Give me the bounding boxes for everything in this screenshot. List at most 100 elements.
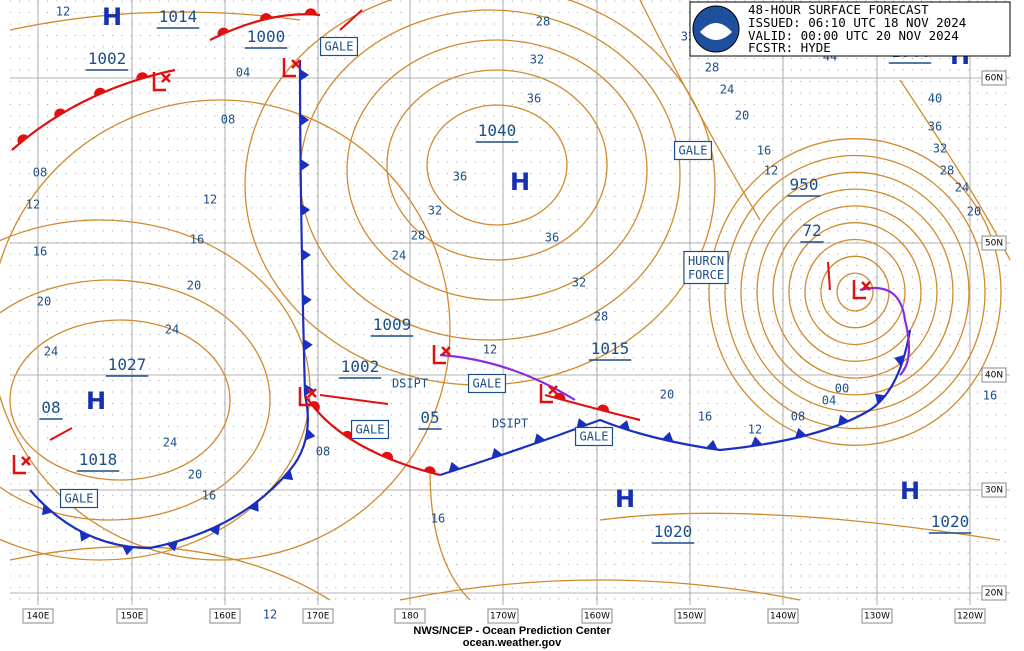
longitude-box — [302, 608, 334, 624]
warning-label: GALE — [580, 430, 609, 444]
isobar-label: 12 — [764, 164, 778, 178]
front-symbol — [17, 134, 29, 145]
warning-box — [683, 250, 729, 285]
isobar — [0, 279, 271, 521]
front-symbol — [122, 545, 134, 556]
warning-label: HURCN FORCE — [688, 254, 724, 282]
isobar-label: 08 — [33, 166, 47, 180]
front-symbol — [750, 436, 763, 447]
latitude-label: 30N — [985, 486, 1003, 496]
pressure-label: 1002 — [341, 357, 380, 376]
occluded-front — [859, 286, 911, 376]
front-symbol — [248, 501, 259, 512]
front-symbol — [300, 158, 310, 171]
isobar-label: 24 — [165, 323, 179, 337]
front-symbol — [794, 428, 807, 439]
longitude-label: 170E — [307, 612, 330, 622]
longitude-box — [209, 608, 241, 624]
isobar-label: 32 — [933, 142, 947, 156]
front-symbol — [301, 248, 311, 261]
longitude-box — [394, 608, 426, 624]
header-valid: VALID: 00:00 UTC 20 NOV 2024 — [748, 28, 959, 43]
front-symbol — [597, 404, 609, 413]
isobar-label: 16 — [757, 144, 771, 158]
warning-box — [59, 488, 99, 509]
pressure-label: 72 — [802, 221, 821, 240]
front-symbol — [661, 431, 674, 442]
front-symbol — [894, 354, 905, 367]
front-symbol — [301, 203, 311, 216]
front-symbol — [136, 72, 149, 80]
fronts — [11, 8, 912, 556]
latitude-box — [981, 482, 1007, 498]
isobar — [429, 469, 471, 601]
isobar-label: 04 — [236, 66, 250, 80]
isobar-label: 16 — [698, 410, 712, 424]
longitude-label: 170W — [490, 612, 516, 622]
isobar-label: 16 — [202, 489, 216, 503]
footer-website: ocean.weather.gov — [463, 637, 562, 649]
warning-label: GALE — [356, 423, 385, 437]
front-symbol — [705, 439, 718, 450]
header-box: 48-HOUR SURFACE FORECAST ISSUED: 06:10 U… — [689, 1, 1011, 57]
isobar-label: 36 — [545, 231, 559, 245]
front-symbol — [166, 541, 179, 552]
latitude-label: 40N — [985, 371, 1003, 381]
isobar — [708, 138, 1002, 446]
isobar — [426, 104, 568, 226]
latitude-label: 50N — [985, 239, 1003, 249]
isobar — [346, 39, 648, 301]
latitude-label: 60N — [985, 74, 1003, 84]
longitude-box — [861, 608, 893, 624]
isobar-label: 12 — [203, 193, 217, 207]
pressure-label: 950 — [790, 175, 819, 194]
front-symbol — [423, 466, 436, 474]
high-marker: H — [86, 387, 106, 415]
front-symbol — [553, 392, 566, 401]
isobar — [836, 272, 874, 312]
isobar — [740, 171, 970, 413]
front-symbol — [381, 451, 394, 461]
warning-box — [350, 419, 390, 440]
isobar — [804, 238, 906, 346]
occluded-front — [439, 353, 576, 401]
front-symbol — [305, 428, 316, 441]
latitude-box — [981, 235, 1007, 251]
front-symbol — [94, 87, 106, 97]
front-symbol — [448, 461, 461, 473]
isobar — [756, 188, 954, 396]
longitude-label: 180 — [401, 612, 418, 622]
front-symbol — [300, 68, 310, 81]
pressure-label: 1040 — [478, 121, 517, 140]
warning-label: GALE — [679, 144, 708, 158]
front-symbol — [576, 418, 588, 429]
isobar-label: 16 — [33, 245, 47, 259]
isobar-label: 16 — [983, 389, 997, 403]
pressure-label: 1020 — [654, 522, 693, 541]
isobar — [386, 69, 608, 261]
isobar-label: 16 — [431, 512, 445, 526]
footer-agency: NWS/NCEP - Ocean Prediction Center — [413, 625, 611, 637]
high-marker: H — [900, 477, 920, 505]
isobar — [399, 579, 801, 601]
isobar-label: 36 — [928, 120, 942, 134]
isobar-label: 32 — [572, 276, 586, 290]
isobar-label: 24 — [720, 83, 734, 97]
isobar-label: 08 — [221, 113, 235, 127]
isobar-label: 20 — [37, 295, 51, 309]
longitude-box — [767, 608, 799, 624]
grid — [10, 0, 1010, 605]
front-symbol — [304, 8, 317, 15]
header-issued: ISSUED: 06:10 UTC 18 NOV 2024 — [748, 15, 966, 30]
longitude-box — [674, 608, 706, 624]
warning-box — [574, 426, 614, 447]
high-marker: H — [615, 485, 635, 513]
low-symbol — [12, 455, 31, 475]
isobar-label: 32 — [530, 53, 544, 67]
latitude-box — [981, 585, 1007, 601]
isobar-label: 16 — [190, 233, 204, 247]
low-symbol — [539, 384, 558, 404]
isobar-label: 24 — [392, 249, 406, 263]
isobar-label: 08 — [791, 410, 805, 424]
